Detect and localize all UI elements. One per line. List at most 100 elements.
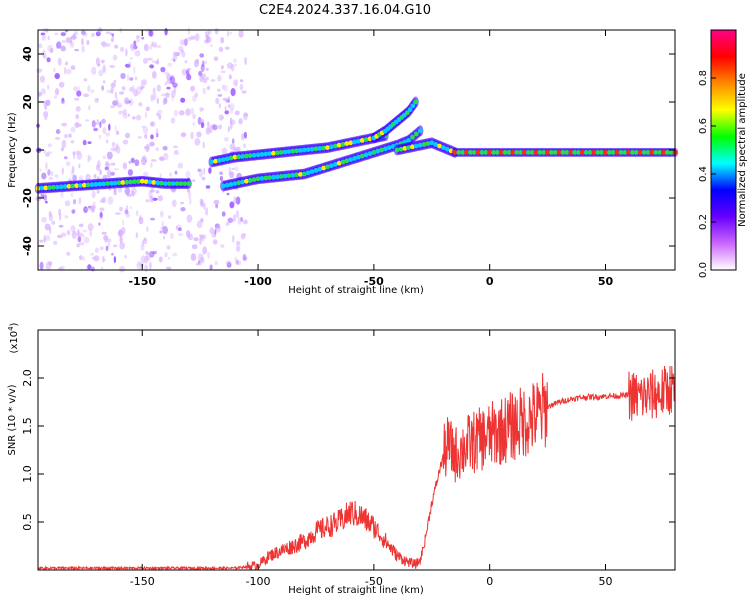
noise-speckle — [94, 97, 99, 103]
noise-speckle — [172, 82, 178, 88]
ridge-core — [572, 150, 577, 155]
ridge-core — [247, 153, 253, 159]
noise-speckle — [70, 140, 75, 144]
noise-speckle — [180, 201, 184, 205]
noise-speckle — [52, 240, 58, 245]
noise-speckle — [177, 162, 183, 169]
y-tick-label: 40 — [21, 46, 34, 62]
ridge-core — [359, 138, 365, 143]
noise-speckle — [99, 211, 103, 218]
ridge-core — [290, 148, 296, 154]
ridge-core — [417, 128, 423, 134]
noise-speckle — [48, 210, 52, 218]
ridge-core — [610, 150, 616, 155]
noise-speckle — [146, 226, 149, 232]
noise-speckle — [106, 151, 113, 160]
noise-speckle — [98, 69, 104, 77]
ridge-core — [533, 150, 539, 155]
noise-speckle — [144, 264, 148, 273]
noise-speckle — [57, 57, 62, 66]
noise-speckle — [102, 155, 107, 159]
noise-speckle — [143, 237, 147, 241]
ridge-core — [282, 149, 288, 155]
noise-speckle — [162, 145, 168, 151]
noise-speckle — [88, 155, 92, 161]
ridge-core — [344, 141, 350, 147]
noise-speckle — [149, 141, 155, 147]
noise-speckle — [189, 35, 195, 40]
noise-speckle — [159, 230, 163, 234]
noise-speckle — [150, 94, 154, 102]
ridge-core — [112, 180, 118, 186]
ridge-core — [298, 172, 303, 177]
noise-speckle — [213, 56, 219, 61]
ridge-core — [251, 177, 257, 183]
noise-speckle — [74, 48, 79, 52]
noise-speckle — [150, 217, 155, 221]
noise-speckle — [217, 75, 222, 82]
noise-speckle — [152, 60, 156, 63]
noise-speckle — [61, 167, 64, 175]
ridge-core — [522, 150, 527, 155]
ridge-core — [128, 179, 134, 185]
ridge-core — [664, 150, 670, 155]
noise-speckle — [127, 113, 130, 117]
noise-speckle — [99, 169, 102, 176]
noise-speckle — [243, 131, 247, 139]
noise-speckle — [100, 41, 106, 46]
noise-speckle — [206, 85, 211, 91]
noise-speckle — [78, 197, 82, 205]
noise-speckle — [104, 166, 110, 171]
noise-speckle — [99, 121, 102, 128]
noise-speckle — [240, 217, 244, 222]
noise-speckle — [110, 86, 114, 94]
ridge-core — [182, 181, 188, 187]
ridge-core — [58, 184, 64, 190]
noise-speckle — [129, 206, 132, 210]
noise-speckle — [169, 172, 172, 177]
colorbar-tick-label: 0.0 — [698, 262, 709, 278]
ridge-core — [54, 184, 60, 190]
noise-speckle — [168, 215, 172, 219]
noise-speckle — [195, 262, 202, 266]
noise-speckle — [107, 238, 112, 242]
noise-speckle — [110, 105, 115, 109]
noise-speckle — [243, 112, 248, 121]
noise-speckle — [73, 86, 77, 92]
ridge-core — [294, 172, 300, 178]
ridge-core — [275, 174, 280, 180]
spectrogram-ylabel: Frequency (Hz) — [7, 112, 18, 188]
noise-speckle — [126, 193, 132, 197]
noise-speckle — [61, 139, 67, 149]
noise-speckle — [36, 68, 43, 73]
ridge-core — [498, 150, 504, 155]
noise-speckle — [60, 101, 66, 104]
noise-speckle — [103, 235, 109, 241]
noise-speckle — [47, 143, 52, 148]
noise-speckle — [212, 124, 218, 131]
noise-speckle — [155, 190, 160, 194]
noise-speckle — [186, 214, 193, 223]
chart-title: C2E4.2024.337.16.04.G10 — [259, 3, 431, 18]
noise-speckle — [44, 223, 51, 231]
noise-speckle — [116, 97, 119, 106]
noise-speckle — [145, 144, 150, 152]
noise-speckle — [187, 27, 191, 36]
noise-speckle — [227, 104, 231, 109]
noise-speckle — [89, 228, 92, 237]
noise-speckle — [202, 141, 205, 149]
noise-speckle — [113, 168, 120, 171]
noise-speckle — [112, 100, 118, 106]
ridge-core — [479, 150, 485, 155]
noise-speckle — [55, 129, 61, 135]
noise-speckle — [226, 261, 232, 268]
noise-speckle — [87, 141, 92, 145]
noise-speckle — [205, 77, 209, 81]
noise-speckle — [127, 169, 133, 176]
ridge-core — [549, 150, 554, 155]
noise-speckle — [126, 74, 130, 82]
noise-speckle — [46, 57, 51, 63]
spectrogram-panel: -150 -100 -50 0 50 -40 -20 0 20 40 Height of stra… — [7, 27, 679, 296]
noise-speckle — [129, 77, 134, 81]
noise-speckle — [143, 57, 148, 64]
